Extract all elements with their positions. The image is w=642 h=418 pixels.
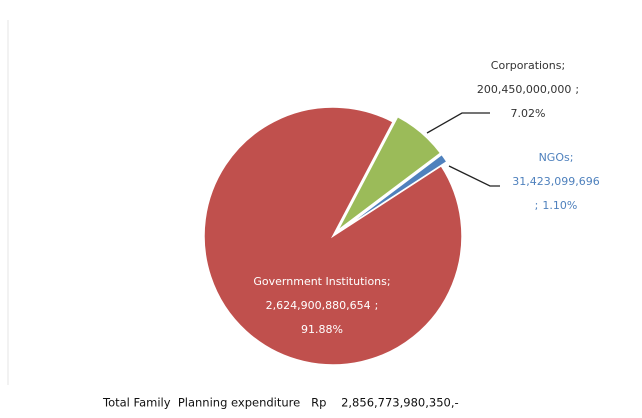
leader-line	[426, 112, 490, 134]
data-label-part: 200,450,000,000	[477, 83, 571, 96]
data-label: 31,423,099,696	[512, 175, 599, 188]
footer-note: Total Family Planning expenditure Rp 2,8…	[102, 396, 459, 410]
data-label-part: 91.88%	[301, 323, 343, 336]
data-label-part: ;	[570, 151, 574, 164]
data-label: Government Institutions;	[253, 275, 390, 288]
data-label: 2,624,900,880,654;	[266, 299, 379, 312]
data-label: 7.02%	[511, 107, 546, 120]
pie-slice	[336, 115, 442, 232]
pie-slice	[203, 106, 463, 366]
data-label: Corporations;	[491, 59, 565, 72]
data-label-part: ;	[375, 299, 379, 312]
data-label-part: ;	[535, 199, 539, 212]
pie-slice	[338, 153, 448, 233]
data-label-part: ;	[575, 83, 579, 96]
data-label: NGOs;	[539, 151, 574, 164]
data-label: 200,450,000,000;	[477, 83, 579, 96]
data-label-part: 31,423,099,696	[512, 175, 599, 188]
data-label: ; 1.10%	[535, 199, 578, 212]
data-label-part: NGOs	[539, 151, 570, 164]
data-label-part: Government Institutions	[253, 275, 387, 288]
data-label-part: ;	[562, 59, 566, 72]
data-label-part: Corporations	[491, 59, 562, 72]
data-label-part: 7.02%	[511, 107, 546, 120]
leader-line	[448, 165, 500, 187]
data-label-part: 1.10%	[542, 199, 577, 212]
data-label: 91.88%	[301, 323, 343, 336]
data-label-part: ;	[387, 275, 391, 288]
data-label-part: 2,624,900,880,654	[266, 299, 371, 312]
